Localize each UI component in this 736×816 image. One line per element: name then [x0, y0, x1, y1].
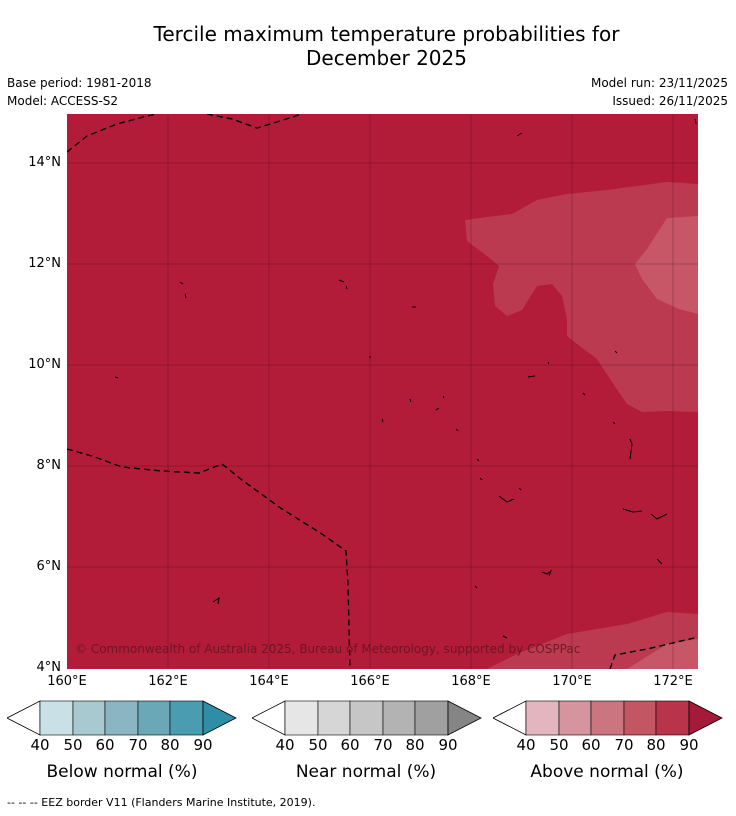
eez-borders	[67, 114, 698, 669]
near-bin-80-90	[414, 700, 449, 736]
lon-label-168: 168°E	[451, 674, 491, 689]
near-tick-50: 50	[308, 736, 328, 754]
below-normal-label: Below normal (%)	[46, 762, 198, 782]
above-tick-40: 40	[516, 736, 536, 754]
near-extend-high	[447, 700, 482, 736]
near-bin-50-60	[317, 700, 351, 736]
copyright-text: © Commonwealth of Australia 2025, Bureau…	[75, 642, 580, 656]
model-name: Model: ACCESS-S2	[7, 94, 119, 108]
below-bin-40-50	[39, 700, 74, 736]
lat-label-6: 6°N	[36, 559, 62, 574]
probability-map[interactable]: © Commonwealth of Australia 2025, Bureau…	[67, 114, 698, 669]
below-tick-60: 60	[95, 736, 115, 754]
above-tick-90: 90	[679, 736, 699, 754]
issued-date: Issued: 26/11/2025	[612, 94, 728, 108]
lon-label-164: 164°E	[249, 674, 289, 689]
lon-label-172: 172°E	[653, 674, 693, 689]
eez-footnote: -- -- -- EEZ border V11 (Flanders Marine…	[7, 796, 316, 809]
lat-label-14: 14°N	[28, 155, 61, 170]
region-above-80-south	[487, 612, 698, 669]
above-bin-70-80	[623, 700, 657, 736]
above-tick-60: 60	[581, 736, 601, 754]
near-extend-low	[252, 700, 286, 736]
title-line-1: Tercile maximum temperature probabilitie…	[153, 22, 620, 46]
model-run: Model run: 23/11/2025	[590, 76, 728, 90]
lat-label-10: 10°N	[28, 357, 61, 372]
region-above-70-south	[627, 639, 698, 669]
meta-left: Base period: 1981-2018 Model: ACCESS-S2	[7, 74, 152, 110]
near-tick-90: 90	[438, 736, 458, 754]
near-bin-70-80	[382, 700, 416, 736]
below-extend-low	[7, 700, 41, 736]
islands	[114, 118, 697, 639]
below-tick-50: 50	[63, 736, 83, 754]
lon-label-160: 160°E	[47, 674, 87, 689]
lat-label-4: 4°N	[36, 660, 62, 675]
above-normal-colorbar	[493, 700, 723, 736]
near-normal-colorbar	[252, 700, 482, 736]
lon-label-162: 162°E	[148, 674, 188, 689]
above-extend-low	[493, 700, 527, 736]
near-tick-60: 60	[340, 736, 360, 754]
near-bin-40-50	[284, 700, 319, 736]
lat-label-12: 12°N	[28, 256, 61, 271]
above-bin-40-50	[525, 700, 560, 736]
below-extend-high	[202, 700, 237, 736]
near-bin-60-70	[349, 700, 384, 736]
below-bin-70-80	[137, 700, 171, 736]
meta-right: Model run: 23/11/2025 Issued: 26/11/2025	[591, 74, 728, 110]
above-tick-50: 50	[549, 736, 569, 754]
above-bin-60-70	[590, 700, 625, 736]
above-tick-80: 80	[646, 736, 666, 754]
gridlines	[67, 114, 698, 669]
lon-label-170: 170°E	[552, 674, 592, 689]
below-tick-80: 80	[160, 736, 180, 754]
base-period: Base period: 1981-2018	[7, 76, 152, 90]
below-tick-90: 90	[193, 736, 213, 754]
title-line-2: December 2025	[306, 46, 467, 70]
above-bin-80-90	[655, 700, 690, 736]
above-normal-label: Above normal (%)	[530, 762, 684, 782]
below-bin-80-90	[169, 700, 204, 736]
above-bin-50-60	[558, 700, 592, 736]
lat-label-8: 8°N	[36, 458, 62, 473]
page-title: Tercile maximum temperature probabilitie…	[0, 22, 736, 70]
above-tick-70: 70	[614, 736, 634, 754]
near-tick-70: 70	[373, 736, 393, 754]
below-normal-colorbar	[7, 700, 237, 736]
below-tick-40: 40	[30, 736, 50, 754]
below-tick-70: 70	[128, 736, 148, 754]
region-above-80	[465, 182, 698, 412]
below-bin-60-70	[104, 700, 139, 736]
lon-label-166: 166°E	[350, 674, 390, 689]
near-normal-label: Near normal (%)	[295, 762, 437, 782]
below-bin-50-60	[72, 700, 106, 736]
region-above-70	[635, 216, 698, 314]
near-tick-80: 80	[405, 736, 425, 754]
near-tick-40: 40	[275, 736, 295, 754]
above-extend-high	[688, 700, 723, 736]
